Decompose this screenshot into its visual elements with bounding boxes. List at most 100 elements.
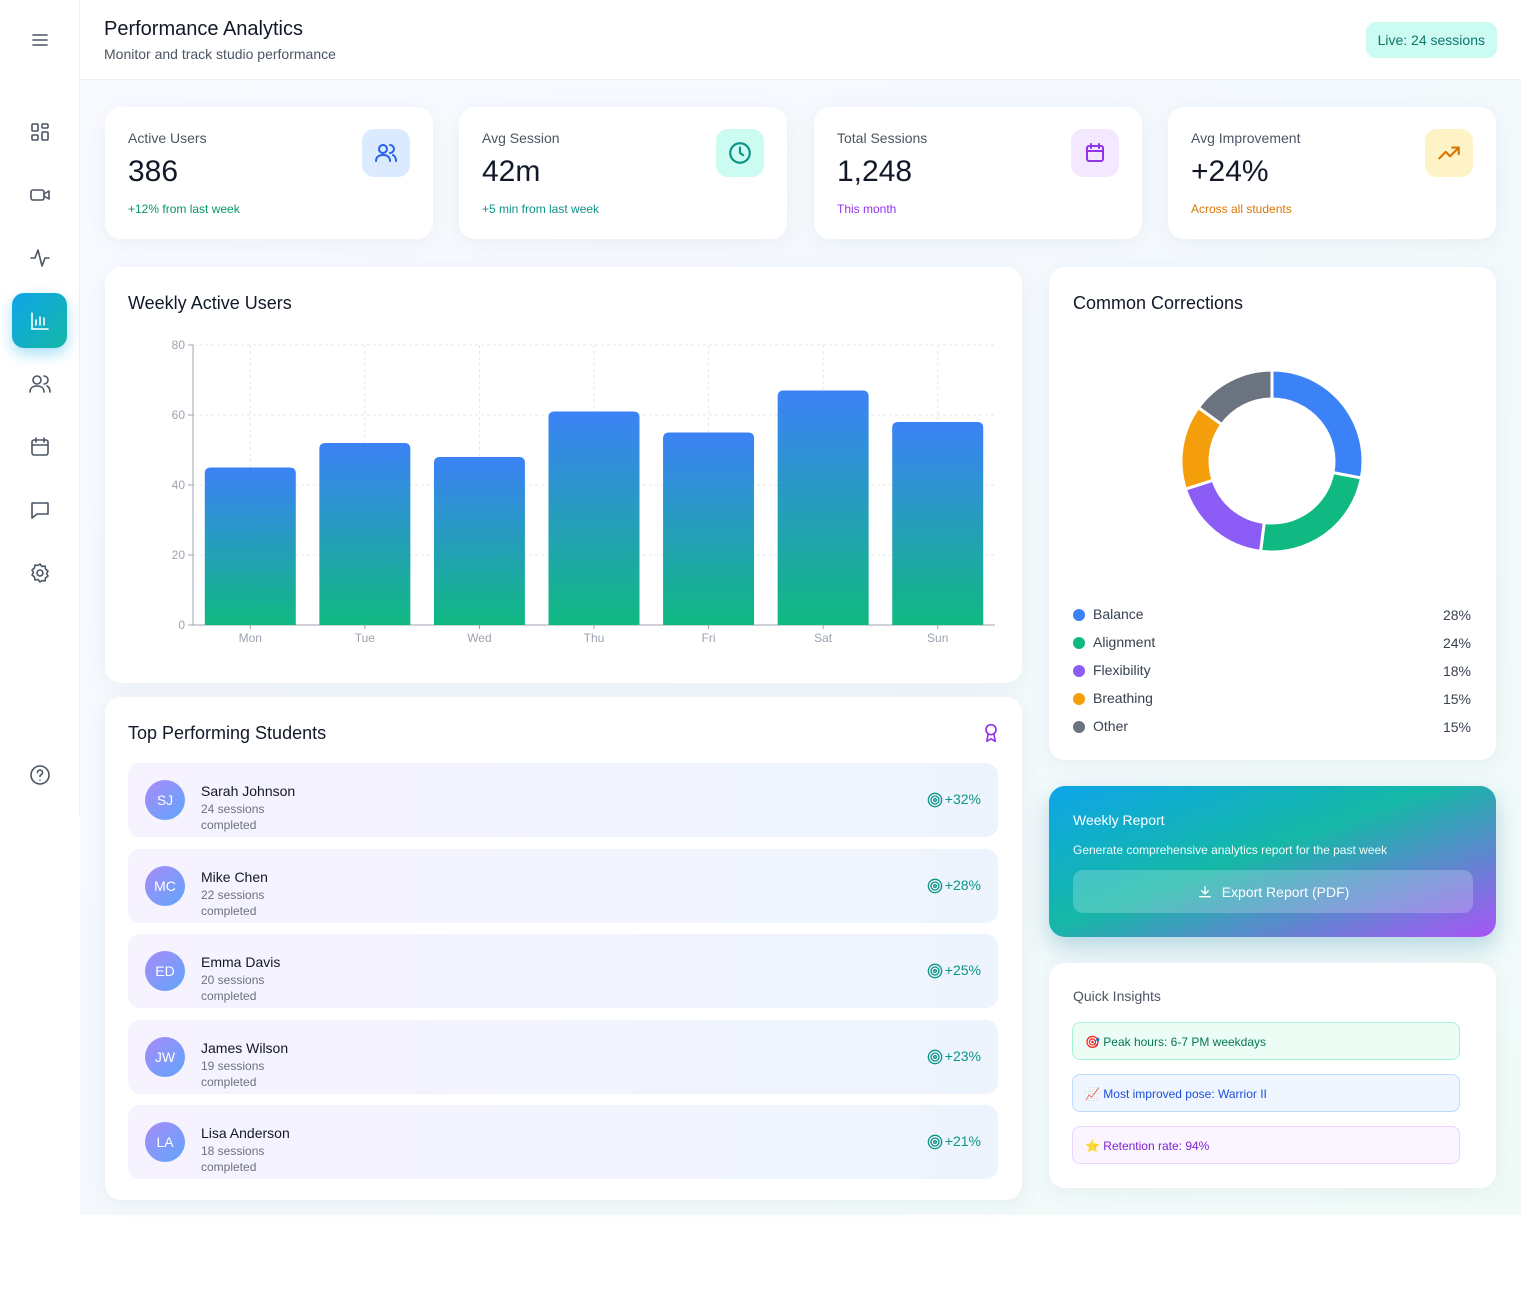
nav-settings[interactable] <box>28 561 52 585</box>
student-name: Lisa Anderson <box>201 1125 290 1142</box>
student-name: Mike Chen <box>201 868 268 885</box>
insight: ⭐ Retention rate: 94% <box>1072 1126 1460 1164</box>
users-icon <box>375 144 397 162</box>
chart-title: Weekly Active Users <box>128 293 292 313</box>
pie-chart-card: Common Corrections Balance 28% Alignment 24… <box>1049 267 1496 760</box>
target-icon <box>927 792 943 808</box>
stat-value: +24% <box>1191 155 1269 188</box>
live-badge: Live: 24 sessions <box>1365 22 1497 58</box>
student-sessions: 22 sessions completed <box>201 887 265 918</box>
x-tick-label: Tue <box>355 631 376 645</box>
stat-card: Avg Improvement +24% Across all students <box>1168 107 1496 239</box>
student-name: James Wilson <box>201 1039 289 1056</box>
stat-label: Avg Improvement <box>1191 130 1301 146</box>
download-icon <box>1198 885 1211 897</box>
stat-value: 386 <box>128 155 179 188</box>
student-row: SJ Sarah Johnson 24 sessions completed +32% <box>128 763 998 837</box>
page-subtitle: Monitor and track studio performance <box>104 46 336 62</box>
sidebar <box>0 0 80 815</box>
report-description: Generate comprehensive analytics report … <box>1073 843 1388 857</box>
legend-dot <box>1073 693 1085 705</box>
report-title: Weekly Report <box>1073 812 1165 828</box>
target-ring <box>933 883 937 888</box>
target-ring <box>933 1054 937 1059</box>
stat-card: Total Sessions 1,248 This month <box>814 107 1142 239</box>
x-tick-label: Fri <box>702 631 716 645</box>
value-label: 24% <box>1442 635 1471 651</box>
target-ring <box>927 878 943 893</box>
trend-icon <box>1438 146 1460 160</box>
legend-label: Other <box>1093 718 1129 734</box>
y-tick-label: 0 <box>178 618 185 632</box>
student-improvement: +23% <box>944 1047 981 1064</box>
nav-analytics-active[interactable] <box>12 293 67 348</box>
students-title: Top Performing Students <box>128 723 327 743</box>
target-ring <box>930 1137 940 1148</box>
y-tick-label: 80 <box>172 338 186 352</box>
clock-icon <box>729 142 751 164</box>
student-name: Sarah Johnson <box>201 783 296 799</box>
insight: 📈 Most improved pose: Warrior II <box>1072 1074 1460 1112</box>
nav-users[interactable] <box>28 372 52 396</box>
avatar: SJ <box>145 780 185 820</box>
avatar: MC <box>145 865 185 906</box>
stat-card: Avg Session 42m +5 min from last week <box>459 107 787 239</box>
nav-activity[interactable] <box>28 246 52 270</box>
legend-label: Balance <box>1093 606 1144 622</box>
legend-label: Flexibility <box>1093 662 1151 678</box>
stat-icon <box>716 129 764 177</box>
target-ring <box>930 795 940 805</box>
value-label: 28% <box>1442 607 1471 623</box>
bar-chart-card: Weekly Active Users 0 20 40 60 80 Mon Tue Wed Th… <box>105 267 1022 683</box>
stat-label: Avg Session <box>482 130 560 146</box>
bar <box>204 467 296 625</box>
nav-messages[interactable] <box>28 498 52 522</box>
menu-button[interactable] <box>28 28 52 52</box>
target-ring <box>927 1135 943 1150</box>
student-improvement: +28% <box>944 876 981 893</box>
value-label: 18% <box>1442 663 1471 679</box>
target-ring <box>930 1052 940 1062</box>
student-improvement: +21% <box>944 1133 981 1150</box>
target-ring <box>933 798 937 802</box>
donut-slice <box>1270 368 1365 480</box>
stat-icon <box>1425 129 1473 177</box>
insights-title: Quick Insights <box>1073 988 1161 1004</box>
bar <box>548 411 640 625</box>
nav-video[interactable] <box>28 183 52 207</box>
student-sessions: 18 sessions completed <box>201 1144 265 1175</box>
nav-calendar[interactable] <box>28 435 52 459</box>
value-label: 15% <box>1442 691 1471 707</box>
target-ring <box>933 1140 937 1145</box>
nav-help[interactable] <box>28 763 52 787</box>
bar <box>777 390 869 625</box>
stat-note: Across all students <box>1191 202 1292 216</box>
legend-dot <box>1073 665 1085 677</box>
legend-dot <box>1073 721 1085 733</box>
target-icon <box>927 1049 943 1065</box>
avatar: LA <box>145 1122 185 1163</box>
bar <box>663 432 755 625</box>
target-icon <box>927 1135 943 1150</box>
x-tick-label: Mon <box>239 631 262 645</box>
nav-dashboard[interactable] <box>28 120 52 144</box>
value-label: 15% <box>1442 719 1471 735</box>
analytics-icon <box>31 312 49 330</box>
chart-title: Common Corrections <box>1073 293 1244 313</box>
x-tick-label: Wed <box>467 631 491 645</box>
stat-icon <box>1071 129 1119 177</box>
student-improvement: +25% <box>944 962 981 979</box>
export-button[interactable]: Export Report (PDF) <box>1073 870 1473 913</box>
stat-note: This month <box>837 202 897 216</box>
stat-icon <box>362 129 410 177</box>
report-card: Weekly Report Generate comprehensive ana… <box>1049 786 1496 937</box>
donut-chart <box>1179 368 1365 554</box>
student-sessions: 24 sessions completed <box>201 802 265 832</box>
student-row: ED Emma Davis 20 sessions completed +25% <box>128 934 998 1009</box>
target-ring <box>927 963 943 979</box>
legend-label: Breathing <box>1093 690 1153 706</box>
student-improvement: +32% <box>944 791 981 807</box>
